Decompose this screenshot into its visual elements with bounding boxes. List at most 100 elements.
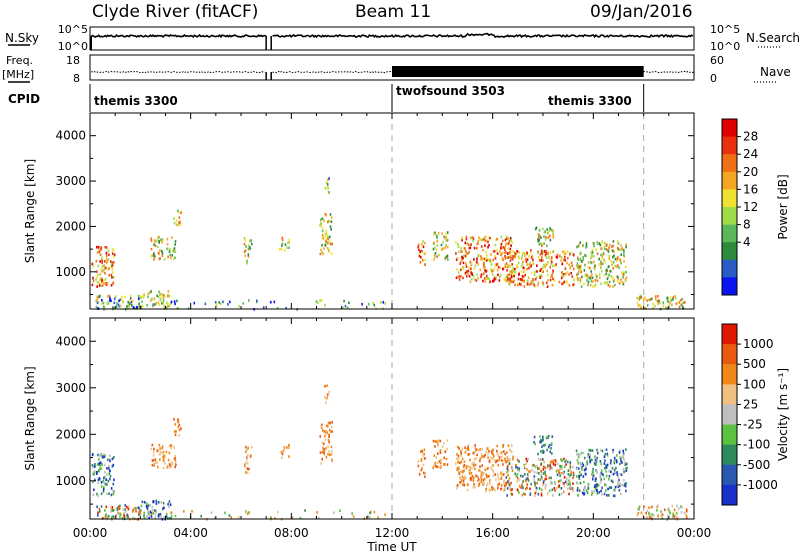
colorbar-tick-label: 24 xyxy=(743,147,758,161)
data-cell xyxy=(456,484,459,487)
data-cell xyxy=(107,249,110,252)
data-cell xyxy=(649,516,651,519)
data-cell xyxy=(622,449,624,453)
data-cell xyxy=(549,466,552,470)
data-cell xyxy=(500,246,502,250)
data-cell xyxy=(617,482,620,485)
data-cell xyxy=(496,449,498,453)
data-cell xyxy=(418,248,420,251)
data-cell xyxy=(521,493,524,497)
data-cell xyxy=(504,263,507,267)
data-cell xyxy=(604,459,606,462)
data-cell xyxy=(108,295,111,299)
data-cell xyxy=(487,240,489,244)
data-cell xyxy=(608,257,610,260)
data-cell xyxy=(150,239,153,243)
data-cell xyxy=(542,482,545,485)
data-cell xyxy=(477,242,479,245)
data-cell xyxy=(163,305,166,309)
data-cell xyxy=(324,186,327,190)
data-cell xyxy=(522,266,525,270)
data-cell xyxy=(304,509,306,512)
data-cell xyxy=(154,244,157,248)
data-cell xyxy=(562,275,565,278)
data-cell xyxy=(518,491,520,494)
data-cell xyxy=(591,248,594,252)
data-cell xyxy=(657,504,659,507)
colorbar-label: Power [dB] xyxy=(776,174,790,239)
data-cell xyxy=(478,478,480,481)
data-cell xyxy=(488,449,490,453)
data-cell xyxy=(299,516,302,520)
data-cell xyxy=(419,261,422,264)
data-cell xyxy=(580,451,583,455)
data-cell xyxy=(320,425,323,428)
data-cell xyxy=(486,269,488,272)
data-cell xyxy=(420,459,423,463)
data-cell xyxy=(464,254,467,258)
data-cell xyxy=(434,461,436,465)
data-cell xyxy=(545,250,548,253)
data-cell xyxy=(248,467,250,471)
data-cell xyxy=(498,456,501,459)
data-cell xyxy=(483,455,485,458)
data-cell xyxy=(595,248,597,252)
data-cell xyxy=(605,282,608,285)
data-cell xyxy=(673,515,675,518)
data-cell xyxy=(472,451,475,455)
data-cell xyxy=(506,237,508,240)
data-cell xyxy=(507,474,509,477)
data-cell xyxy=(638,505,641,509)
data-cell xyxy=(637,508,639,511)
data-cell xyxy=(325,238,328,241)
data-cell xyxy=(521,254,523,258)
data-cell xyxy=(546,448,548,452)
data-cell xyxy=(533,463,535,467)
data-cell xyxy=(540,268,542,271)
data-cell xyxy=(483,237,485,241)
data-cell xyxy=(606,281,609,284)
data-cell xyxy=(511,263,513,266)
data-cell xyxy=(433,233,435,236)
data-cell xyxy=(165,512,168,516)
data-cell xyxy=(570,473,572,476)
data-cell xyxy=(116,507,119,510)
colorbar-swatch xyxy=(722,242,737,261)
data-cell xyxy=(550,447,552,450)
data-cell xyxy=(467,266,470,269)
data-cell xyxy=(114,295,117,298)
data-cell xyxy=(539,435,541,438)
data-cell xyxy=(177,223,180,227)
data-cell xyxy=(546,228,548,231)
data-cell xyxy=(616,275,619,279)
data-cell xyxy=(98,295,100,299)
data-cell xyxy=(558,473,560,476)
data-cell xyxy=(595,477,597,480)
data-cell xyxy=(167,503,169,506)
data-cell xyxy=(577,272,579,275)
data-cell xyxy=(499,250,501,253)
data-cell xyxy=(111,506,114,509)
data-cell xyxy=(510,239,512,242)
data-cell xyxy=(576,459,579,462)
data-cell xyxy=(153,243,155,246)
data-cell xyxy=(245,245,247,248)
data-cell xyxy=(512,266,514,270)
data-cell xyxy=(161,456,164,459)
data-cell xyxy=(280,248,283,251)
data-cell xyxy=(161,445,164,448)
data-cell xyxy=(250,453,252,457)
data-cell xyxy=(174,454,177,458)
data-cell xyxy=(586,278,588,282)
data-cell xyxy=(624,483,626,486)
data-cell xyxy=(636,301,639,305)
data-cell xyxy=(502,473,505,476)
data-cell xyxy=(489,479,491,482)
data-cell xyxy=(549,265,551,269)
data-cell xyxy=(560,256,563,259)
data-cell xyxy=(526,483,529,486)
data-cell xyxy=(169,444,171,447)
data-cell xyxy=(101,278,103,282)
data-cell xyxy=(330,216,333,219)
data-cell xyxy=(105,254,108,258)
